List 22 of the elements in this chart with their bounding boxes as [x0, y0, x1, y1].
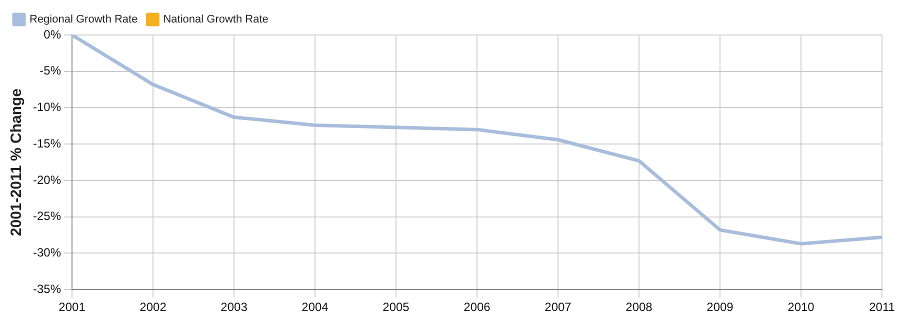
x-tick-label: 2004	[302, 300, 329, 314]
y-tick-label: -30%	[33, 246, 62, 260]
x-tick-label: 2011	[869, 300, 896, 314]
x-tick-label: 2008	[626, 300, 653, 314]
y-tick-label: -20%	[33, 172, 62, 187]
y-tick-label: -10%	[33, 100, 62, 114]
y-axis-title: 2001-2011 % Change	[8, 88, 26, 236]
y-tick-label: -5%	[40, 64, 62, 78]
y-tick-label: 0%	[44, 27, 62, 42]
x-tick-label: 2003	[220, 300, 248, 314]
y-tick-label: -25%	[33, 209, 62, 224]
x-tick-label: 2007	[544, 300, 572, 314]
y-tick-label: -15%	[33, 136, 62, 150]
legend-label: Regional Growth Rate	[30, 14, 138, 26]
x-tick-label: 2009	[706, 300, 734, 314]
x-tick-label: 2005	[382, 300, 410, 314]
y-tick-label: -35%	[33, 282, 62, 296]
legend-label: National Growth Rate	[163, 14, 268, 26]
x-tick-label: 2001	[58, 300, 86, 314]
x-tick-label: 2002	[140, 300, 167, 314]
x-tick-label: 2010	[788, 300, 815, 314]
x-tick-label: 2006	[464, 300, 491, 314]
